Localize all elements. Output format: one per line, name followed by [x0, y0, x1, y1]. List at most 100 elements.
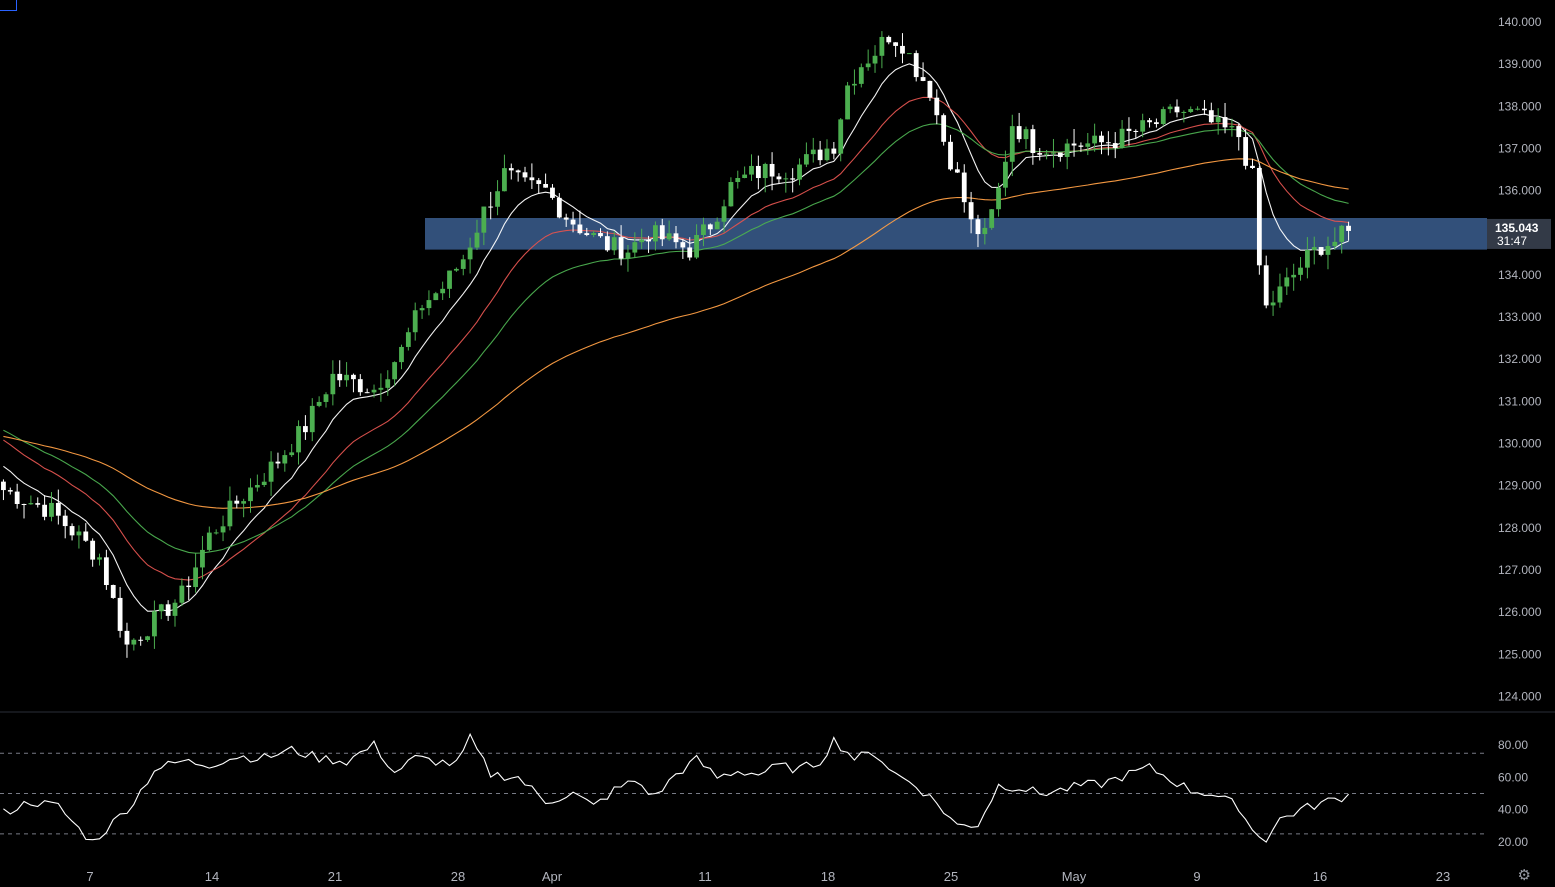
- candle-body: [378, 387, 384, 390]
- candle-body: [495, 191, 500, 207]
- candle: [282, 450, 288, 472]
- rsi-tick-label: 40.00: [1498, 803, 1528, 817]
- candle-body: [1270, 302, 1276, 306]
- candle-body: [1112, 143, 1118, 149]
- y-tick-label: 132.000: [1498, 352, 1542, 366]
- candle-body: [865, 63, 871, 68]
- candle-body: [968, 202, 974, 220]
- candle: [186, 576, 192, 601]
- candle-body: [460, 259, 466, 269]
- candle: [1339, 224, 1345, 254]
- candle-body: [1003, 161, 1008, 188]
- candle: [755, 155, 761, 190]
- candle: [275, 452, 281, 469]
- candle: [419, 304, 425, 319]
- candle: [707, 223, 713, 236]
- candle: [982, 218, 988, 245]
- candle: [200, 535, 205, 580]
- candle: [97, 553, 102, 566]
- candle: [90, 538, 96, 567]
- candle: [714, 217, 720, 230]
- candle: [508, 163, 514, 180]
- gear-icon[interactable]: ⚙: [1517, 866, 1531, 884]
- candle-body: [790, 178, 796, 180]
- candle: [371, 384, 377, 398]
- candle: [1147, 118, 1152, 128]
- y-tick-label: 133.000: [1498, 310, 1542, 324]
- candle: [62, 509, 68, 539]
- ma-orange-line: [3, 158, 1349, 509]
- candle: [1229, 118, 1235, 137]
- candle-body: [344, 374, 349, 381]
- candle-body: [488, 206, 494, 208]
- rsi-tick-label: 20.00: [1498, 835, 1528, 849]
- x-tick-label: Apr: [542, 869, 563, 884]
- candle: [975, 214, 981, 248]
- candle: [1085, 133, 1091, 156]
- candle: [961, 164, 967, 213]
- candle: [1057, 152, 1063, 162]
- candle: [913, 50, 919, 82]
- candle-body: [783, 178, 789, 180]
- candle: [14, 483, 20, 509]
- candle: [838, 118, 844, 162]
- candle-body: [323, 394, 329, 402]
- candle-body: [639, 239, 645, 243]
- candle: [447, 270, 452, 298]
- candle: [948, 134, 953, 171]
- candle: [1133, 129, 1139, 139]
- candle: [701, 217, 706, 247]
- candle-body: [371, 389, 377, 393]
- candle-body: [1318, 247, 1324, 255]
- candle: [1318, 246, 1324, 257]
- candle: [1160, 106, 1166, 127]
- candle-body: [309, 405, 315, 433]
- brand-logo: [0, 0, 17, 11]
- candle-body: [165, 604, 171, 616]
- candle: [762, 162, 768, 193]
- candle-body: [1229, 126, 1235, 128]
- candle-body: [1, 481, 6, 491]
- candle-body: [769, 163, 775, 177]
- candle-body: [666, 233, 672, 240]
- candle-body: [803, 154, 809, 165]
- candle: [659, 218, 665, 247]
- candle-body: [55, 502, 61, 516]
- candle: [783, 172, 789, 193]
- candle-body: [1311, 247, 1317, 250]
- y-tick-label: 126.000: [1498, 605, 1542, 619]
- candle: [1030, 124, 1036, 165]
- candle: [879, 31, 885, 69]
- candle-body: [625, 252, 631, 259]
- candle: [392, 361, 398, 387]
- candle: [474, 219, 480, 251]
- candle-body: [762, 163, 768, 179]
- candle-body: [701, 224, 706, 236]
- candle: [858, 63, 864, 88]
- candle: [920, 62, 926, 82]
- candle-body: [392, 362, 398, 380]
- candle-body: [1154, 122, 1159, 125]
- candle: [680, 238, 686, 259]
- candle: [316, 396, 322, 408]
- candle-body: [453, 268, 459, 271]
- candle-body: [508, 168, 514, 171]
- candle: [845, 81, 850, 120]
- candle: [604, 231, 610, 252]
- candle: [103, 549, 109, 590]
- candle-body: [1071, 143, 1077, 146]
- candle-body: [810, 149, 816, 155]
- candle-body: [1256, 167, 1262, 266]
- candle: [481, 206, 487, 246]
- candle-body: [412, 310, 418, 333]
- candle-body: [687, 247, 693, 258]
- rsi-line: [3, 732, 1350, 843]
- candle: [543, 173, 549, 188]
- candle-body: [103, 557, 109, 586]
- candle-body: [550, 187, 555, 198]
- y-tick-label: 136.000: [1498, 184, 1542, 198]
- candle-body: [1099, 135, 1104, 143]
- candle: [337, 360, 343, 387]
- candle-body: [28, 503, 34, 505]
